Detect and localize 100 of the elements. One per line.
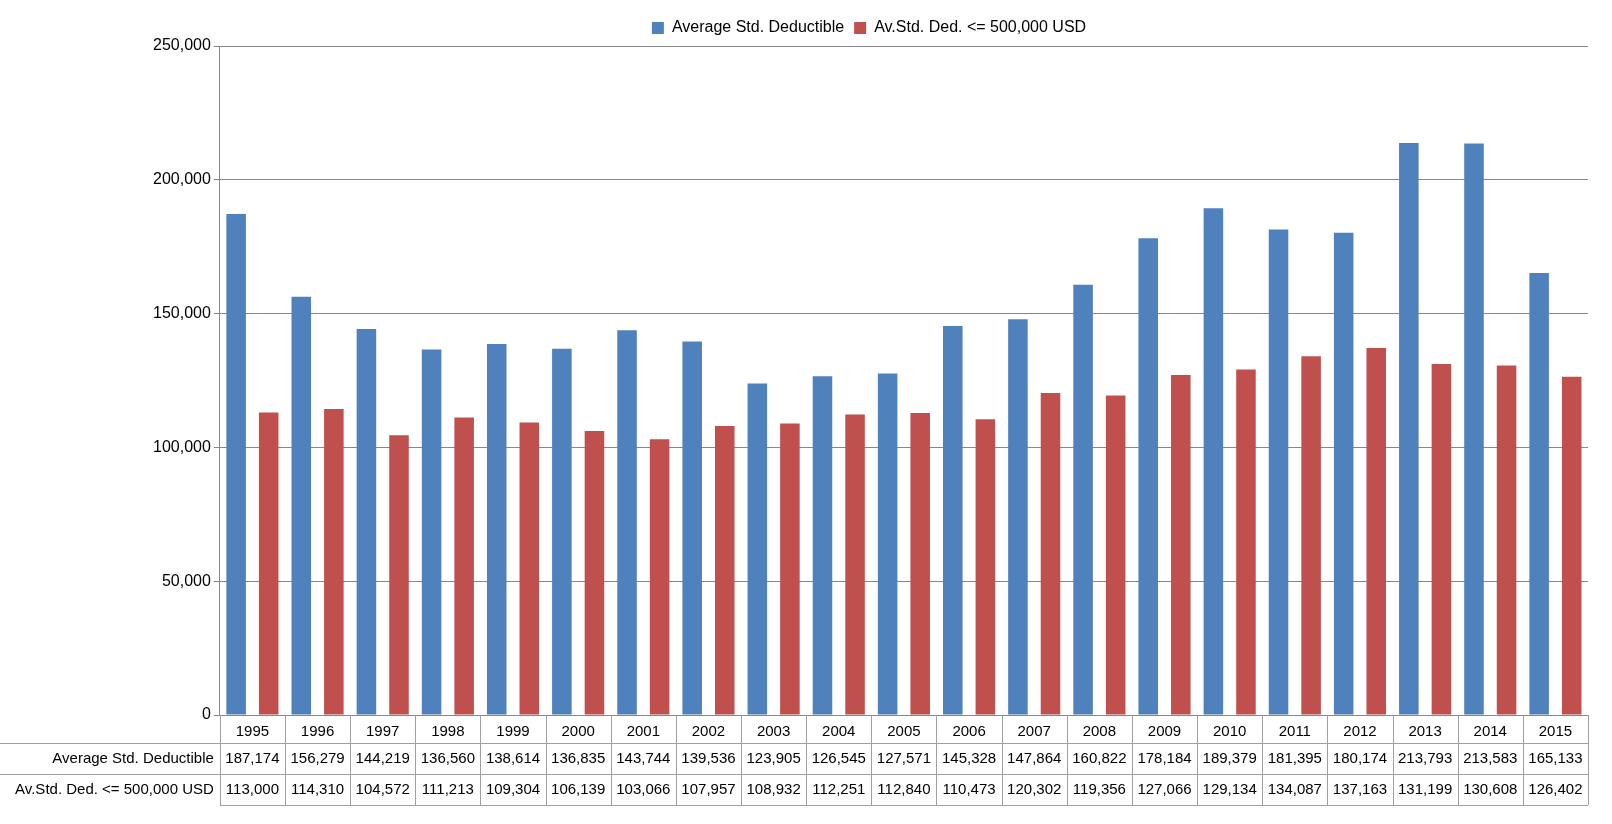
data-label: 138,614 [485,748,541,766]
bar [943,326,963,715]
bar [714,426,735,715]
x-tick-label: 2003 [756,722,791,740]
bar [291,296,312,715]
bar [421,349,442,715]
bar [1431,363,1452,715]
y-tick-label: 200,000 [152,170,211,188]
data-label: 110,473 [942,779,996,797]
x-tick-label: 2014 [1473,722,1507,740]
data-label: 178,184 [1137,748,1192,766]
bar [1203,208,1224,715]
x-tick-label: 2000 [561,722,595,740]
y-tick-label: 250,000 [152,36,211,54]
bar [682,341,702,715]
data-label: 147,864 [1007,748,1062,766]
x-tick-label: 2009 [1147,722,1182,740]
data-label: 180,174 [1332,748,1388,766]
data-label: 106,139 [551,779,606,797]
bar [975,419,996,715]
bar [1040,393,1061,715]
data-label: 189,379 [1202,748,1257,766]
bar [1171,374,1191,715]
data-label: 113,000 [225,779,279,797]
data-label: 213,793 [1398,748,1453,766]
x-tick-label: 2007 [1017,722,1051,740]
bar [258,412,279,715]
data-label: 126,545 [811,748,866,766]
legend-label: Average Std. Deductible [671,18,845,36]
data-label: 107,957 [681,779,736,797]
data-label: 130,608 [1463,779,1518,797]
bar [1138,238,1159,715]
x-tick-label: 2012 [1343,722,1377,740]
data-label: 114,310 [291,779,345,797]
data-label: 136,835 [551,748,606,766]
data-label: 111,213 [421,779,474,797]
bar [1496,365,1517,715]
y-tick-label: 100,000 [152,437,211,455]
bar [454,417,474,715]
bar [1366,347,1387,715]
x-tick-label: 2001 [626,722,660,740]
bar [1008,319,1028,715]
bar [324,409,344,715]
data-label: 108,932 [746,779,801,797]
x-tick-label: 2008 [1082,722,1117,740]
x-tick-label: 2015 [1538,722,1573,740]
data-label: 181,395 [1267,748,1322,766]
text: Average Std. Deductible [52,748,214,766]
data-label: 120,302 [1007,779,1062,797]
bar [1073,284,1093,715]
bar [584,430,605,715]
data-label: 112,840 [877,779,931,797]
x-tick-label: 1999 [496,722,530,740]
bar [226,214,246,715]
x-tick-label: 1996 [300,722,335,740]
bar [1529,273,1549,715]
x-tick-label: 2004 [822,722,856,740]
x-tick-label: 2011 [1278,722,1311,740]
bar [617,330,637,715]
bar [519,422,540,715]
bar [649,439,670,715]
x-tick-label: 1995 [235,722,270,740]
y-tick-label: 50,000 [161,571,211,589]
bar [780,423,800,715]
data-label: 144,219 [355,748,410,766]
data-label: 139,536 [681,748,736,766]
bar [1561,376,1582,715]
bar [1301,356,1321,715]
data-label: 156,279 [290,748,345,766]
bar [910,413,930,715]
bar [552,348,572,715]
text: Av.Std. Ded. <= 500,000 USD [15,779,214,797]
data-label: 137,163 [1332,779,1388,797]
bar [356,329,377,715]
bar [747,383,768,715]
legend-label: Av.Std. Ded. <= 500,000 USD [874,18,1087,36]
x-tick-label: 1998 [431,722,465,740]
bar [1236,369,1256,715]
data-label: 213,583 [1463,748,1518,766]
bar [1268,229,1289,715]
bar [1464,143,1484,715]
y-tick-label: 0 [201,705,211,723]
data-label: 187,174 [225,748,280,766]
data-label: 134,087 [1267,779,1322,797]
x-tick-label: 2013 [1408,722,1442,740]
y-tick-label: 150,000 [152,304,211,322]
x-tick-label: 1997 [366,722,400,740]
data-label: 104,572 [355,779,410,797]
data-label: 131,199 [1398,779,1453,797]
data-label: 129,134 [1202,779,1257,797]
data-label: 103,066 [616,779,671,797]
x-tick-label: 2006 [952,722,986,740]
data-label: 119,356 [1072,779,1126,797]
data-label: 160,822 [1072,748,1127,766]
data-label: 145,328 [941,748,997,766]
bar [1399,142,1419,715]
data-label: 126,402 [1528,779,1583,797]
data-label: 109,304 [485,779,541,797]
bar [812,376,833,715]
data-label: 123,905 [746,748,801,766]
